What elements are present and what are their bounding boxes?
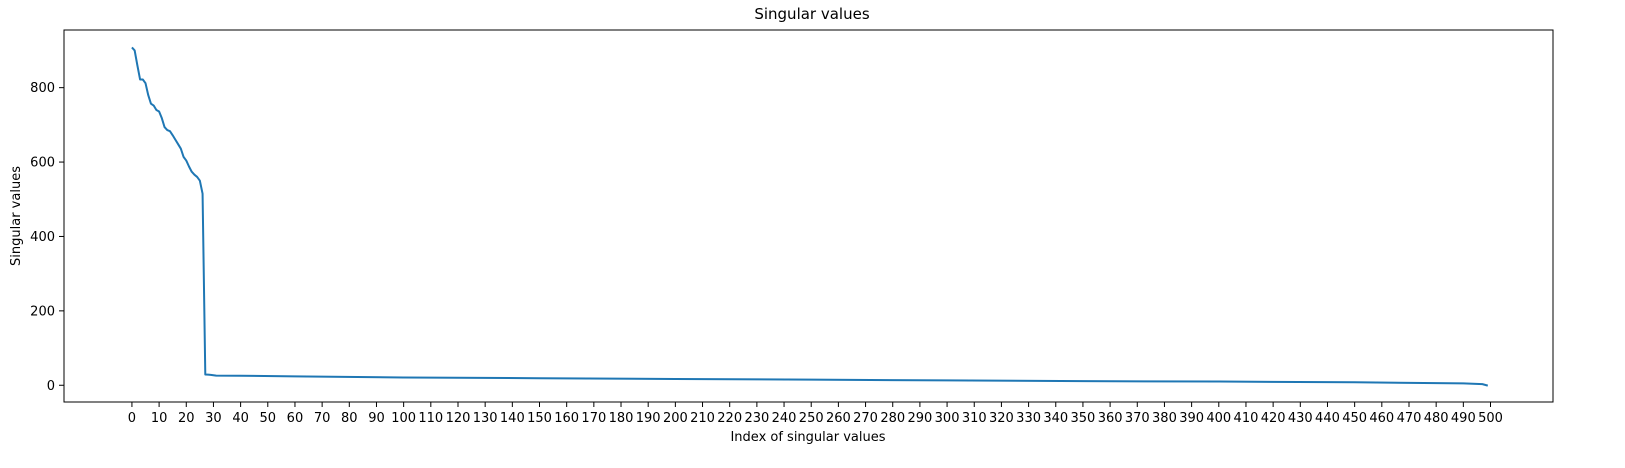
x-tick-label: 240 [772,411,797,426]
x-tick-label: 500 [1478,411,1503,426]
x-tick-label: 250 [799,411,824,426]
x-tick-label: 50 [260,411,277,426]
x-tick-label: 350 [1071,411,1096,426]
x-tick-label: 210 [690,411,715,426]
x-tick-label: 10 [151,411,168,426]
x-tick-label: 280 [880,411,905,426]
x-tick-label: 490 [1451,411,1476,426]
x-tick-label: 290 [907,411,932,426]
x-tick-label: 40 [232,411,249,426]
x-tick-label: 270 [853,411,878,426]
x-tick-label: 130 [473,411,498,426]
x-tick-label: 440 [1315,411,1340,426]
x-tick-label: 410 [1234,411,1259,426]
x-tick-label: 430 [1288,411,1313,426]
series-line-0 [131,46,1489,387]
x-tick-label: 30 [205,411,222,426]
x-tick-label: 450 [1342,411,1367,426]
x-axis-ticks: 0 10 20 30 40 50 60 70 80 90 100 110 120 130 140 150 160… [128,402,1503,426]
x-tick-label: 220 [717,411,742,426]
y-tick-label: 200 [30,304,55,319]
x-tick-label: 200 [663,411,688,426]
x-tick-label: 120 [446,411,471,426]
plot-frame [63,29,1554,403]
plot-area [131,46,1489,387]
x-tick-label: 390 [1179,411,1204,426]
x-tick-label: 90 [368,411,385,426]
x-tick-label: 260 [826,411,851,426]
y-axis-ticks: 0 200 400 600 800 [30,81,64,394]
x-tick-label: 20 [178,411,195,426]
x-tick-label: 170 [581,411,606,426]
y-tick-label: 0 [47,379,55,394]
x-tick-label: 340 [1043,411,1068,426]
x-tick-label: 70 [314,411,331,426]
x-tick-label: 400 [1206,411,1231,426]
x-tick-label: 190 [636,411,661,426]
y-axis-label: Singular values [9,166,24,266]
x-tick-label: 330 [1016,411,1041,426]
x-tick-label: 370 [1125,411,1150,426]
x-tick-label: 420 [1261,411,1286,426]
x-tick-label: 100 [391,411,416,426]
x-tick-label: 180 [609,411,634,426]
x-tick-label: 60 [287,411,304,426]
x-tick-label: 470 [1397,411,1422,426]
x-tick-label: 80 [341,411,358,426]
x-tick-label: 160 [554,411,579,426]
x-tick-label: 140 [500,411,525,426]
x-tick-label: 310 [962,411,987,426]
x-tick-label: 360 [1098,411,1123,426]
x-tick-label: 110 [418,411,443,426]
y-tick-label: 400 [30,230,55,245]
chart-title: Singular values [754,5,869,23]
x-tick-label: 0 [128,411,136,426]
x-tick-label: 480 [1424,411,1449,426]
x-axis-label: Index of singular values [730,430,885,445]
y-tick-label: 600 [30,156,55,171]
y-tick-label: 800 [30,81,55,96]
x-tick-label: 460 [1369,411,1394,426]
x-tick-label: 150 [527,411,552,426]
x-tick-label: 300 [935,411,960,426]
x-tick-label: 320 [989,411,1014,426]
x-tick-label: 230 [744,411,769,426]
x-tick-label: 380 [1152,411,1177,426]
